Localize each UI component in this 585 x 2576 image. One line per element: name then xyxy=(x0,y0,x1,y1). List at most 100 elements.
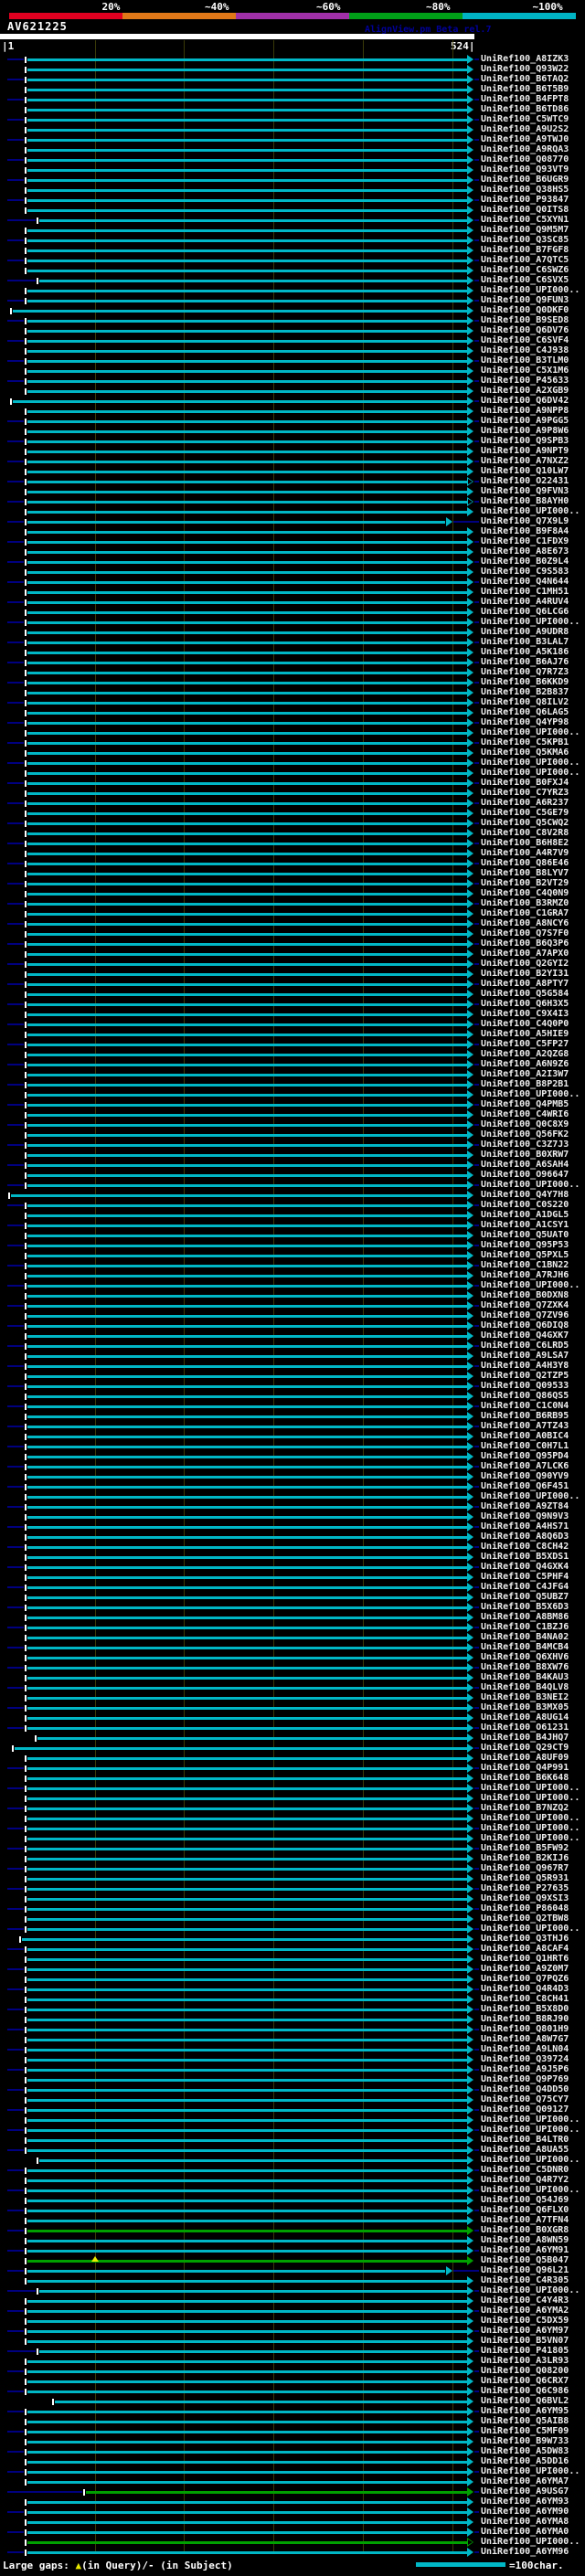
alignment-start-tick xyxy=(25,268,27,274)
hit-bar xyxy=(27,2200,467,2202)
hit-bar xyxy=(27,1385,467,1388)
alignment-start-tick xyxy=(25,439,27,445)
hit-bar xyxy=(27,2451,467,2454)
hit-label: UniRef100_C4R305 xyxy=(481,2275,569,2285)
subject-overhang-right xyxy=(474,601,479,603)
hit-bar xyxy=(39,219,467,222)
hit-bar xyxy=(27,350,467,353)
alignment-start-tick xyxy=(25,1112,27,1118)
hit-bar xyxy=(27,1687,467,1690)
alignment-start-tick xyxy=(25,57,27,63)
hit-bar xyxy=(27,1054,467,1056)
subject-overhang-left xyxy=(7,802,25,804)
hit-arrowhead xyxy=(467,2347,473,2356)
alignment-start-tick xyxy=(25,1665,27,1671)
hit-label: UniRef100_C5PHF4 xyxy=(481,1572,569,1582)
subject-overhang-right xyxy=(474,662,479,663)
subject-overhang-right xyxy=(474,1988,479,1990)
subject-overhang-right xyxy=(474,2310,479,2312)
hit-arrowhead xyxy=(467,266,473,275)
hit-label: UniRef100_B9F8A4 xyxy=(481,526,569,536)
hit-arrowhead xyxy=(467,1613,473,1622)
hit-arrowhead xyxy=(467,2477,473,2486)
subject-overhang-left xyxy=(7,1345,25,1347)
hit-label: UniRef100_UPI000.. xyxy=(481,1783,580,1793)
hit-arrowhead xyxy=(467,1161,473,1170)
alignment-start-tick xyxy=(25,1424,27,1430)
alignment-start-tick xyxy=(25,2037,27,2043)
alignment-start-tick xyxy=(25,891,27,897)
hit-arrowhead xyxy=(467,1744,473,1753)
hit-bar xyxy=(27,69,467,71)
subject-overhang-left xyxy=(7,2089,25,2091)
subject-overhang-right xyxy=(474,2350,479,2352)
subject-overhang-left xyxy=(7,1767,25,1769)
hit-bar xyxy=(27,1245,467,1247)
subject-overhang-right xyxy=(474,2230,479,2231)
hit-arrowhead xyxy=(467,1522,473,1532)
hit-label: UniRef100_A8Q6D3 xyxy=(481,1532,569,1542)
hit-arrowhead xyxy=(467,2105,473,2115)
alignment-start-tick xyxy=(25,2248,27,2254)
subject-overhang-right xyxy=(474,119,479,121)
hit-bar xyxy=(27,843,467,845)
hit-bar xyxy=(27,993,467,996)
hit-label: UniRef100_Q6LAG5 xyxy=(481,707,569,717)
hit-bar xyxy=(27,1546,467,1549)
hit-label: UniRef100_Q9FVN3 xyxy=(481,486,569,496)
hit-label: UniRef100_Q75CY7 xyxy=(481,2094,569,2104)
alignment-start-tick xyxy=(25,1645,27,1651)
hit-arrowhead xyxy=(467,1472,473,1481)
hit-label: UniRef100_A9ZT84 xyxy=(481,1501,569,1511)
hit-arrowhead xyxy=(467,1362,473,1371)
hit-arrowhead xyxy=(467,2357,473,2366)
hit-label: UniRef100_B8P2B1 xyxy=(481,1079,569,1089)
hit-bar xyxy=(27,440,467,443)
alignment-start-tick xyxy=(25,1846,27,1852)
subject-overhang-left xyxy=(7,2049,25,2051)
hit-arrowhead xyxy=(467,2427,473,2436)
alignment-start-tick xyxy=(25,790,27,797)
hit-arrowhead xyxy=(467,1221,473,1230)
subject-overhang-left xyxy=(7,380,25,382)
subject-overhang-right xyxy=(474,943,479,945)
hit-label: UniRef100_A9U2S2 xyxy=(481,124,569,134)
alignment-start-tick xyxy=(25,2258,27,2264)
hit-label: UniRef100_Q4R7Y2 xyxy=(481,2175,569,2185)
subject-overhang-right xyxy=(474,461,479,462)
alignment-start-tick xyxy=(25,951,27,958)
hit-label: UniRef100_C8CH42 xyxy=(481,1542,569,1552)
alignment-start-tick xyxy=(25,1042,27,1048)
alignment-start-tick xyxy=(25,2519,27,2526)
subject-overhang-left xyxy=(7,360,25,362)
hit-arrowhead xyxy=(467,1040,473,1049)
hit-arrowhead xyxy=(467,437,473,446)
hit-arrowhead xyxy=(467,748,473,758)
subject-overhang-right xyxy=(474,1687,479,1689)
hit-bar xyxy=(27,853,467,855)
hit-label: UniRef100_C5FP27 xyxy=(481,1039,569,1049)
hit-bar xyxy=(27,1325,467,1328)
hit-arrowhead xyxy=(467,2306,473,2316)
alignment-start-tick xyxy=(25,2379,27,2385)
hit-bar xyxy=(39,280,467,282)
alignment-start-tick xyxy=(25,1132,27,1139)
subject-overhang-right xyxy=(474,2451,479,2453)
alignment-start-tick xyxy=(52,2399,54,2405)
hit-label: UniRef100_Q7X9L9 xyxy=(481,516,569,526)
subject-overhang-right xyxy=(474,2009,479,2010)
alignment-start-tick xyxy=(25,1052,27,1058)
hit-label: UniRef100_Q967R7 xyxy=(481,1863,569,1873)
hit-bar xyxy=(27,229,467,232)
alignment-start-tick xyxy=(25,1876,27,1882)
hit-label: UniRef100_B4KAU3 xyxy=(481,1672,569,1682)
hit-arrowhead xyxy=(467,376,473,386)
query-ruler-band xyxy=(0,34,474,39)
hit-label: UniRef100_P93847 xyxy=(481,195,569,205)
subject-overhang-right xyxy=(474,400,479,402)
hit-label: UniRef100_B4MCB4 xyxy=(481,1642,569,1652)
hit-arrowhead xyxy=(467,1120,473,1129)
hit-bar xyxy=(27,983,467,986)
hit-label: UniRef100_Q0DKF0 xyxy=(481,305,569,315)
subject-overhang-right xyxy=(474,2069,479,2071)
